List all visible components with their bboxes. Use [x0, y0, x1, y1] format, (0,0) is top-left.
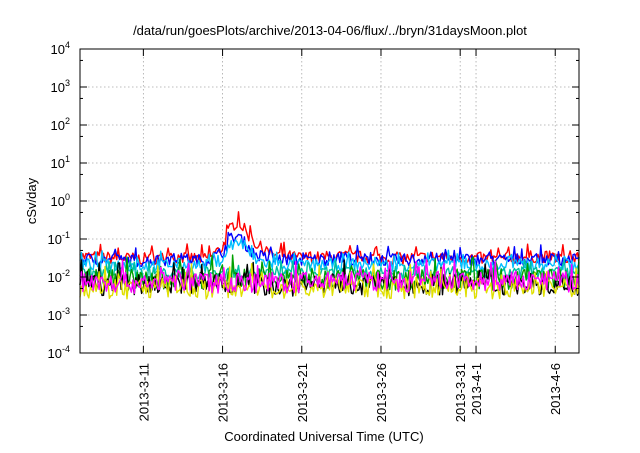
series-line: [79, 263, 580, 300]
y-tick-label: 102: [51, 116, 70, 133]
y-tick-label: 10-1: [48, 230, 70, 247]
y-tick-label: 10-2: [48, 268, 70, 285]
x-tick-label: 2013-3-11: [136, 363, 151, 421]
x-tick-label: 2013-3-26: [374, 363, 389, 422]
series-group: [79, 211, 580, 300]
y-tick-label: 10-3: [48, 306, 70, 323]
y-tick-label: 103: [51, 78, 70, 95]
x-axis-label: Coordinated Universal Time (UTC): [224, 429, 423, 444]
axis-ticks: [80, 48, 579, 354]
x-tick-label: 2013-4-1: [469, 363, 484, 415]
x-tick-label: 2013-3-16: [216, 363, 231, 422]
x-tick-label: 2013-3-21: [295, 363, 310, 422]
y-tick-label: 104: [51, 40, 70, 57]
x-tick-label: 2013-3-31: [453, 363, 468, 422]
y-tick-label: 100: [51, 192, 70, 209]
grid-lines: [80, 49, 579, 353]
x-tick-label: 2013-4-6: [548, 363, 563, 415]
series-line: [79, 258, 580, 294]
y-tick-label: 10-4: [48, 344, 70, 361]
y-tick-label: 101: [51, 154, 70, 171]
y-axis-label: cSv/day: [24, 177, 39, 224]
chart-title: /data/run/goesPlots/archive/2013-04-06/f…: [133, 23, 527, 38]
